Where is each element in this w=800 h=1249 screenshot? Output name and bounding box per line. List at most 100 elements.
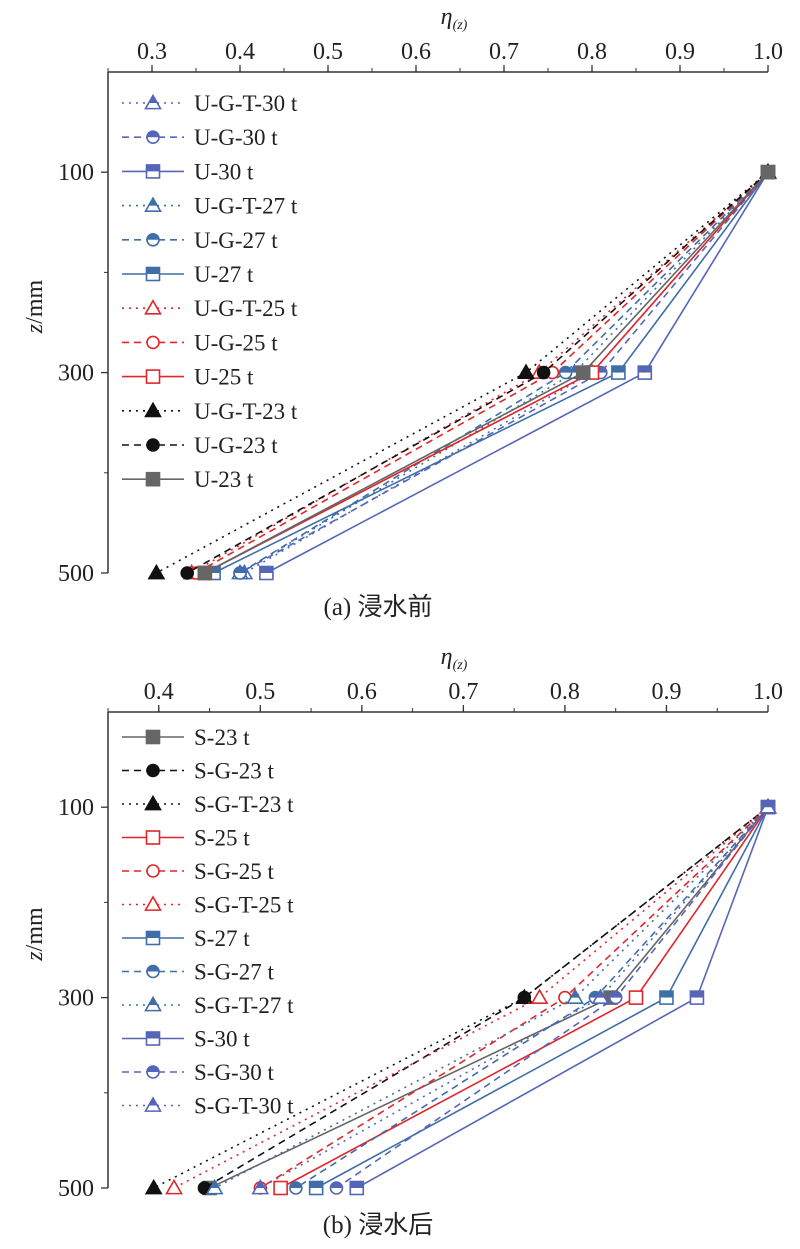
data-point-u-27-t-300-blank (611, 372, 625, 380)
legend-item-s-30-t: S-30 t (122, 1027, 250, 1052)
series-line-u-g-t-25-t (191, 171, 769, 574)
legend-item-s-g-30-t: S-G-30 t (122, 1060, 274, 1085)
data-point-u-27-t-300 (611, 365, 626, 380)
data-point-u-30-t-300-outline (637, 365, 653, 380)
legend-marker (144, 196, 162, 213)
legend-label: U-G-T-30 t (194, 91, 298, 116)
data-point-u-23-t-500-shape (197, 565, 213, 581)
legend-marker-outline (146, 130, 160, 144)
data-point-s-g-t-30-t-300-fill (596, 990, 605, 998)
data-point-s-25-t-300 (628, 990, 644, 1005)
legend-marker (146, 763, 160, 778)
legend-marker-fill (148, 997, 158, 1005)
data-point-u-23-t-300-shape (575, 365, 591, 380)
data-point-s-27-t-300 (659, 990, 674, 1005)
x-tick-label: 0.7 (448, 679, 478, 705)
legend-marker (145, 164, 161, 179)
legend-marker (144, 995, 162, 1012)
series-s-g-t-30-t (251, 798, 777, 1195)
chart-panel-b: 0.4 0.5 0.6 0.7 0.8 0.9 1.0 100 300 500 η(z) z/mm S-… (22, 644, 783, 1239)
series-line-u-g-30-t (239, 171, 769, 574)
data-point-s-25-t-300-shape (628, 990, 644, 1005)
legend-item-s-g-t-30-t: S-G-T-30 t (122, 1094, 294, 1119)
legend-marker (144, 299, 162, 315)
legend-marker-outline (146, 964, 160, 979)
series-line-s-g-t-25-t (173, 806, 769, 1189)
data-point-u-g-27-t-500-outline (233, 566, 247, 580)
legend-label: S-G-27 t (194, 960, 274, 985)
legend-marker (144, 93, 162, 110)
data-point-u-30-t-500 (259, 565, 274, 581)
legend-marker (146, 130, 160, 144)
data-point-s-g-t-23-t-300-shape (515, 988, 534, 1005)
legend-label: U-G-T-23 t (194, 399, 298, 424)
y-axis-label-rest: /mm (22, 907, 48, 951)
series-u-25-t (197, 164, 776, 581)
legend-marker (145, 1031, 161, 1046)
series-u-30-t (259, 164, 776, 581)
data-point-s-g-t-25-t-500 (165, 1178, 183, 1195)
legend-marker (146, 964, 160, 979)
legend-marker (146, 864, 160, 878)
y-tick-label: 100 (58, 795, 94, 821)
legend-marker-shape (145, 471, 161, 487)
legend-item-u-23-t: U-23 t (122, 467, 254, 492)
legend-label: S-30 t (194, 1027, 250, 1052)
y-axis-label: z/mm (22, 907, 48, 962)
data-point-u-30-t-300 (637, 365, 653, 380)
legend-marker (144, 401, 162, 418)
y-tick-label: 100 (58, 160, 94, 186)
legend-marker-fill (146, 931, 160, 938)
data-point-s-30-t-500-fill (350, 1181, 364, 1188)
x-tick-label: 0.5 (313, 39, 343, 65)
data-point-s-g-t-30-t-500 (251, 1178, 270, 1195)
legend-marker-shape (144, 794, 162, 811)
legend-marker (146, 233, 160, 247)
data-point-s-g-t-30-t-100-fill (763, 799, 773, 808)
legend-label: S-G-T-25 t (194, 893, 294, 918)
data-point-s-27-t-300-outline (659, 990, 674, 1005)
data-point-s-30-t-300 (689, 990, 705, 1005)
legend-item-s-25-t: S-25 t (122, 826, 250, 851)
data-point-s-27-t-500 (308, 1180, 324, 1196)
data-point-s-g-30-t-500-outline (329, 1181, 344, 1195)
legend-marker (144, 895, 162, 911)
legend-marker-fill (148, 198, 158, 206)
data-point-s-27-t-300-fill (659, 991, 673, 998)
data-point-u-23-t-300 (575, 365, 591, 380)
data-point-s-g-t-25-t-300-shape (530, 988, 549, 1005)
legend-label: S-G-30 t (194, 1060, 274, 1085)
x-tick-label: 0.9 (651, 679, 681, 705)
y-tick-label: 500 (58, 1176, 94, 1202)
legend-item-s-g-t-27-t: S-G-T-27 t (122, 993, 294, 1018)
data-point-u-g-23-t-500 (180, 566, 194, 580)
legend-item-s-g-25-t: S-G-25 t (122, 859, 274, 884)
data-point-s-g-t-25-t-300 (530, 988, 549, 1005)
data-point-s-g-27-t-500 (289, 1181, 303, 1195)
data-point-s-g-30-t-300 (608, 990, 623, 1005)
legend-label: U-G-23 t (194, 433, 278, 458)
data-point-s-27-t-300-blank (659, 997, 673, 1005)
data-point-s-g-30-t-300-outline (608, 990, 623, 1005)
legend-item-u-g-t-27-t: U-G-T-27 t (122, 194, 298, 219)
legend-item-u-25-t: U-25 t (122, 365, 254, 390)
data-point-s-27-t-500-blank (309, 1188, 323, 1195)
data-point-u-g-23-t-500-shape (180, 566, 194, 580)
legend-marker (145, 266, 161, 282)
legend-marker-outline (146, 1065, 160, 1079)
data-point-s-g-t-30-t-500-outline (251, 1178, 270, 1195)
data-point-s-25-t-500-shape (273, 1180, 288, 1196)
legend-item-s-g-t-23-t: S-G-T-23 t (122, 792, 294, 817)
series-line-s-g-23-t (204, 806, 769, 1189)
data-point-u-g-27-t-300-outline (558, 365, 573, 380)
y-axis-label-main: z (22, 323, 48, 334)
legend-marker (144, 1096, 162, 1112)
legend-label: U-G-27 t (194, 228, 278, 253)
data-point-s-g-t-23-t-500 (144, 1178, 163, 1195)
legend-label: U-G-T-27 t (194, 194, 298, 219)
x-axis-label-sub: (z) (453, 658, 468, 673)
chart-panel-a: 0.3 0.4 0.5 0.6 0.7 0.8 0.9 1.0 100 300 500 η(z) z/m… (22, 4, 783, 621)
data-point-s-30-t-500-outline (349, 1180, 365, 1196)
legend-label: U-25 t (194, 365, 254, 390)
legend-item-s-g-t-25-t: S-G-T-25 t (122, 893, 294, 918)
